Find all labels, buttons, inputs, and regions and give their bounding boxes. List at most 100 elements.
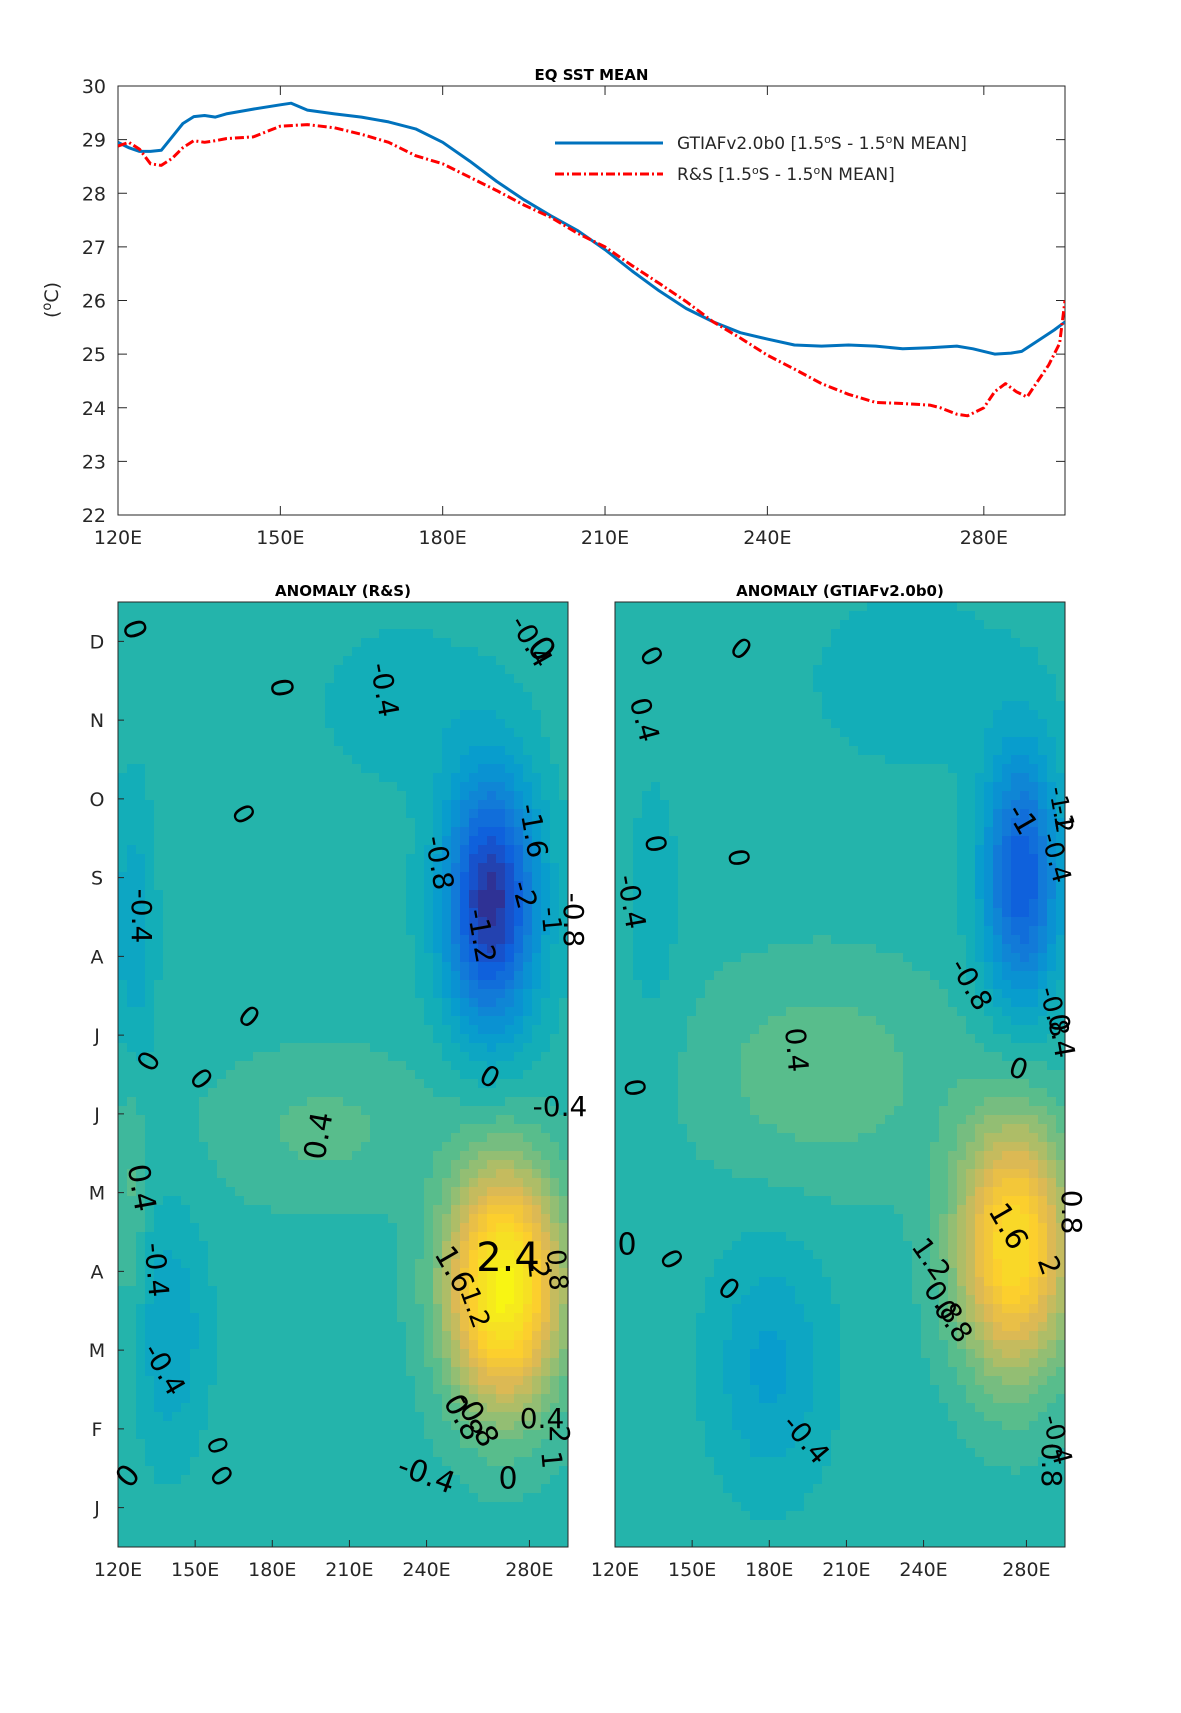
anomaly-cell	[145, 710, 155, 720]
anomaly-cell	[514, 728, 524, 738]
anomaly-cell	[397, 1295, 407, 1305]
anomaly-cell	[118, 962, 128, 972]
anomaly-cell	[370, 863, 380, 873]
anomaly-cell	[343, 674, 353, 684]
anomaly-cell	[550, 1205, 560, 1215]
anomaly-cell	[505, 1178, 515, 1188]
anomaly-cell	[316, 701, 326, 711]
anomaly-cell	[370, 1142, 380, 1152]
anomaly-cell	[379, 1025, 389, 1035]
anomaly-cell	[181, 1457, 191, 1467]
anomaly-cell	[424, 1070, 434, 1080]
anomaly-cell	[163, 1214, 173, 1224]
anomaly-cell	[316, 1025, 326, 1035]
anomaly-cell	[523, 1268, 533, 1278]
anomaly-cell	[361, 692, 371, 702]
anomaly-cell	[343, 1025, 353, 1035]
anomaly-cell	[280, 1097, 290, 1107]
anomaly-cell	[532, 845, 542, 855]
anomaly-cell	[244, 674, 254, 684]
anomaly-cell	[325, 1367, 335, 1377]
anomaly-cell	[415, 899, 425, 909]
anomaly-cell	[523, 746, 533, 756]
anomaly-cell	[154, 728, 164, 738]
anomaly-cell	[460, 917, 470, 927]
anomaly-cell	[442, 1205, 452, 1215]
anomaly-cell	[550, 989, 560, 999]
anomaly-cell	[559, 809, 568, 819]
anomaly-cell	[352, 1151, 362, 1161]
anomaly-cell	[226, 1061, 236, 1071]
anomaly-cell	[505, 1367, 515, 1377]
anomaly-cell	[199, 791, 209, 801]
anomaly-cell	[163, 602, 173, 612]
anomaly-cell	[145, 1376, 155, 1386]
anomaly-cell	[226, 1484, 236, 1494]
anomaly-cell	[127, 980, 137, 990]
anomaly-cell	[172, 1205, 182, 1215]
anomaly-cell	[478, 1241, 488, 1251]
anomaly-cell	[433, 863, 443, 873]
anomaly-cell	[226, 908, 236, 918]
anomaly-cell	[415, 1043, 425, 1053]
anomaly-cell	[307, 881, 317, 891]
anomaly-cell	[478, 980, 488, 990]
anomaly-cell	[487, 1457, 497, 1467]
anomaly-cell	[469, 899, 479, 909]
anomaly-cell	[406, 773, 416, 783]
anomaly-cell	[442, 1448, 452, 1458]
anomaly-cell	[118, 1331, 128, 1341]
anomaly-cell	[127, 1124, 137, 1134]
anomaly-cell	[190, 683, 200, 693]
anomaly-cell	[343, 800, 353, 810]
anomaly-cell	[334, 782, 344, 792]
anomaly-cell	[442, 1079, 452, 1089]
anomaly-cell	[289, 1349, 299, 1359]
anomaly-cell	[469, 656, 479, 666]
anomaly-cell	[271, 1439, 281, 1449]
anomaly-cell	[253, 971, 263, 981]
anomaly-cell	[190, 818, 200, 828]
anomaly-cell	[217, 1430, 227, 1440]
anomaly-cell	[262, 1313, 272, 1323]
anomaly-rs-field	[118, 602, 568, 1547]
anomaly-cell	[190, 1259, 200, 1269]
anomaly-cell	[370, 638, 380, 648]
anomaly-cell	[415, 1223, 425, 1233]
anomaly-cell	[289, 890, 299, 900]
anomaly-cell	[172, 1142, 182, 1152]
anomaly-cell	[424, 1142, 434, 1152]
anomaly-cell	[451, 944, 461, 954]
anomaly-cell	[334, 1349, 344, 1359]
anomaly-cell	[307, 1340, 317, 1350]
anomaly-cell	[397, 836, 407, 846]
anomaly-cell	[262, 656, 272, 666]
anomaly-cell	[460, 1340, 470, 1350]
anomaly-cell	[163, 764, 173, 774]
anomaly-cell	[208, 773, 218, 783]
anomaly-cell	[343, 1088, 353, 1098]
anomaly-cell	[451, 1016, 461, 1026]
anomaly-cell	[307, 1088, 317, 1098]
anomaly-cell	[442, 1313, 452, 1323]
anomaly-cell	[217, 656, 227, 666]
anomaly-cell	[442, 908, 452, 918]
anomaly-cell	[262, 881, 272, 891]
anomaly-cell	[370, 1448, 380, 1458]
anomaly-cell	[478, 1367, 488, 1377]
anomaly-cell	[469, 719, 479, 729]
anomaly-cell	[361, 1313, 371, 1323]
anomaly-cell	[397, 692, 407, 702]
anomaly-cell	[199, 728, 209, 738]
anomaly-cell	[550, 755, 560, 765]
anomaly-cell	[541, 755, 551, 765]
anomaly-cell	[406, 1340, 416, 1350]
anomaly-cell	[136, 1061, 146, 1071]
anomaly-cell	[208, 620, 218, 630]
anomaly-cell	[469, 1151, 479, 1161]
anomaly-cell	[397, 944, 407, 954]
anomaly-cell	[514, 1295, 524, 1305]
anomaly-cell	[424, 827, 434, 837]
anomaly-cell	[469, 1079, 479, 1089]
anomaly-cell	[451, 1304, 461, 1314]
